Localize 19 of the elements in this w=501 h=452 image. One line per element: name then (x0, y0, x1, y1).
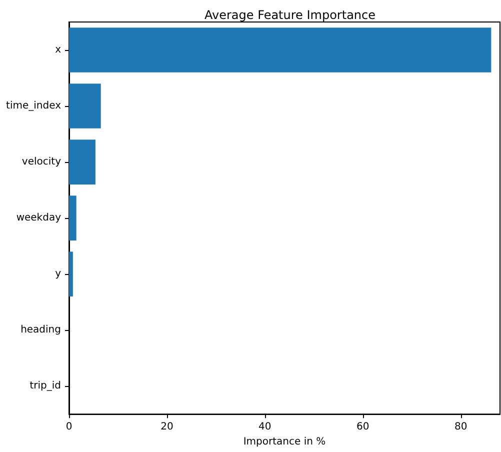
x-tick-label: 20 (160, 422, 174, 433)
x-tick-label: 0 (66, 422, 72, 433)
x-axis-title: Importance in % (243, 436, 326, 448)
y-tick-label: velocity (22, 156, 62, 168)
y-tick-label: weekday (16, 212, 62, 224)
bar (69, 84, 101, 128)
bar (69, 28, 492, 72)
y-tick-label: x (55, 44, 62, 56)
chart-title: Average Feature Importance (204, 8, 376, 22)
y-tick-label: y (55, 268, 62, 280)
bar (69, 196, 76, 240)
bar (69, 252, 73, 296)
y-tick-label: trip_id (30, 380, 61, 392)
y-tick-label: heading (20, 324, 61, 336)
x-tick-label: 60 (356, 422, 370, 433)
x-tick-label: 80 (454, 422, 468, 433)
x-tick-label: 40 (258, 422, 272, 433)
bar (69, 140, 96, 184)
y-tick-label: time_index (6, 100, 62, 112)
